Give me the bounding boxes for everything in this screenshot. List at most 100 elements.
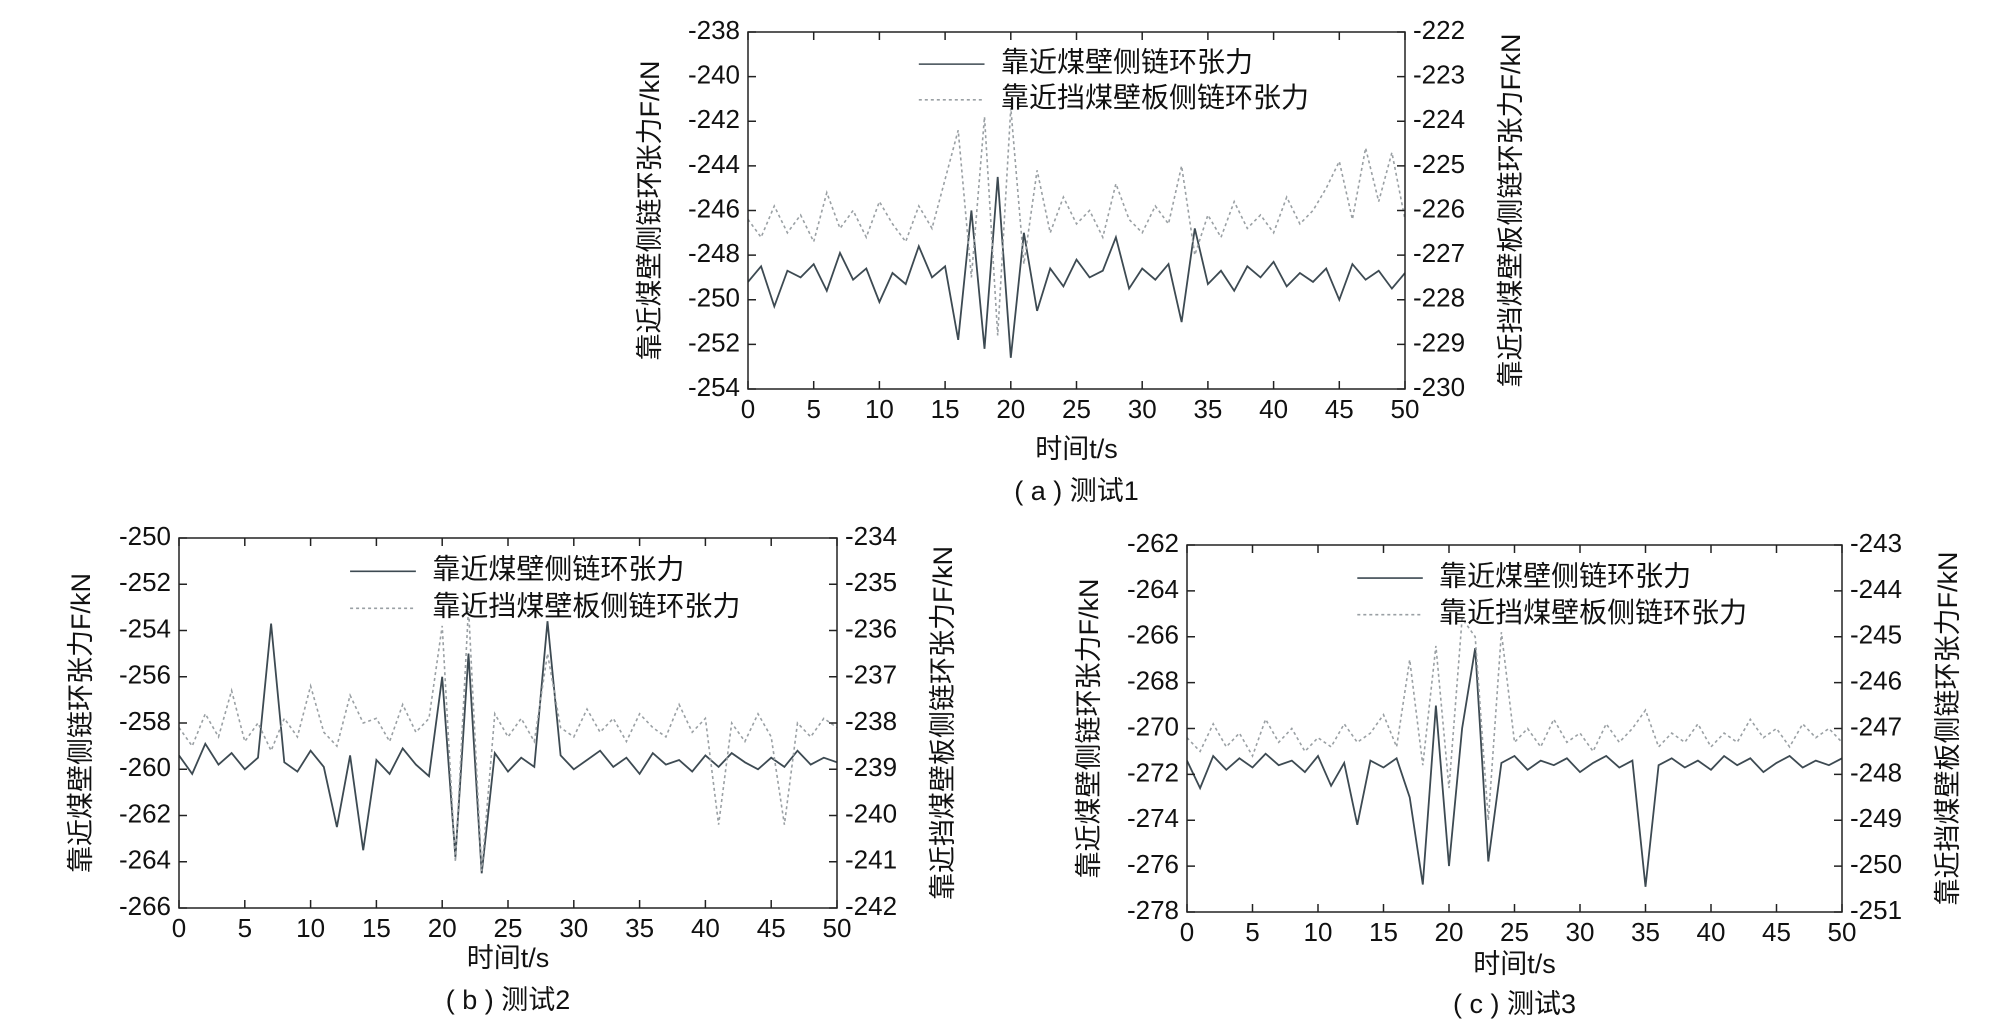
x-tick-label: 30 (559, 913, 588, 943)
y2-tick-label: -244 (1850, 574, 1902, 604)
y2-tick-label: -245 (1850, 620, 1902, 650)
x-tick-label: 0 (172, 913, 186, 943)
y-tick-label: -268 (1127, 666, 1179, 696)
x-tick-label: 10 (1304, 917, 1333, 947)
y2-tick-label: -236 (845, 613, 897, 643)
x-tick-label: 35 (625, 913, 654, 943)
y-axis-label: 靠近煤壁侧链环张力F/kN (66, 573, 96, 873)
y2-tick-label: -248 (1850, 757, 1902, 787)
y2-tick-label: -230 (1413, 372, 1465, 402)
x-tick-label: 45 (757, 913, 786, 943)
legend-label: 靠近挡煤壁板侧链环张力 (432, 591, 740, 622)
y-tick-label: -256 (119, 660, 171, 690)
y-tick-label: -264 (119, 845, 171, 875)
x-tick-label: 40 (1697, 917, 1726, 947)
y2-axis-label: 靠近挡煤壁板侧链环张力F/kN (1496, 34, 1526, 388)
x-tick-label: 10 (296, 913, 325, 943)
y-tick-label: -254 (119, 613, 171, 643)
y2-tick-label: -223 (1413, 60, 1465, 90)
x-tick-label: 40 (691, 913, 720, 943)
y-tick-label: -278 (1127, 895, 1179, 925)
x-axis-label: 时间t/s (1035, 434, 1118, 464)
subplot: 0 5 10 15 20 25 30 35 40 45 50 -266 -264 -262 -260 -258… (66, 521, 958, 1015)
x-tick-label: 20 (996, 394, 1025, 424)
y2-tick-label: -238 (845, 706, 897, 736)
y-tick-label: -240 (688, 60, 740, 90)
x-tick-label: 5 (1245, 917, 1259, 947)
caption: ( b ) 测试2 (446, 985, 571, 1015)
x-tick-label: 30 (1128, 394, 1157, 424)
y2-tick-label: -229 (1413, 327, 1465, 357)
caption: ( c ) 测试3 (1453, 989, 1576, 1019)
y2-tick-label: -234 (845, 521, 897, 551)
x-tick-label: 30 (1566, 917, 1595, 947)
y2-tick-label: -251 (1850, 895, 1902, 925)
y-tick-label: -274 (1127, 803, 1179, 833)
x-tick-label: 50 (823, 913, 852, 943)
y-tick-label: -266 (1127, 620, 1179, 650)
x-axis-label: 时间t/s (467, 943, 550, 973)
y-axis-label: 靠近煤壁侧链环张力F/kN (1074, 579, 1104, 879)
y-tick-label: -254 (688, 372, 740, 402)
series-line (179, 621, 837, 874)
y-tick-label: -250 (688, 283, 740, 313)
y-tick-label: -238 (688, 15, 740, 45)
x-tick-label: 25 (494, 913, 523, 943)
x-tick-label: 15 (931, 394, 960, 424)
y2-tick-label: -227 (1413, 238, 1465, 268)
caption: ( a ) 测试1 (1014, 476, 1139, 506)
y2-tick-label: -242 (845, 891, 897, 921)
y-tick-label: -244 (688, 149, 740, 179)
x-tick-label: 0 (741, 394, 755, 424)
y-tick-label: -250 (119, 521, 171, 551)
y2-tick-label: -249 (1850, 803, 1902, 833)
x-tick-label: 20 (1435, 917, 1464, 947)
series-line (1187, 648, 1842, 887)
y-tick-label: -266 (119, 891, 171, 921)
y-tick-label: -252 (119, 567, 171, 597)
y-tick-label: -264 (1127, 574, 1179, 604)
series-line (748, 176, 1405, 358)
y2-tick-label: -239 (845, 752, 897, 782)
x-tick-label: 15 (362, 913, 391, 943)
y2-tick-label: -247 (1850, 711, 1902, 741)
legend-label: 靠近煤壁侧链环张力 (1001, 47, 1253, 78)
y-tick-label: -246 (688, 193, 740, 223)
subplot: 0 5 10 15 20 25 30 35 40 45 50 -278 -276 -274 -272 -270… (1074, 528, 1963, 1019)
y2-tick-label: -235 (845, 567, 897, 597)
legend-label: 靠近煤壁侧链环张力 (1439, 560, 1691, 591)
x-tick-label: 45 (1762, 917, 1791, 947)
subplot: 0 5 10 15 20 25 30 35 40 45 50 -254 -252 -250 -248 -246… (635, 15, 1526, 506)
y-tick-label: -258 (119, 706, 171, 736)
y2-tick-label: -224 (1413, 104, 1465, 134)
x-tick-label: 25 (1500, 917, 1529, 947)
legend-label: 靠近挡煤壁板侧链环张力 (1001, 82, 1309, 113)
x-tick-label: 0 (1180, 917, 1194, 947)
y-tick-label: -270 (1127, 711, 1179, 741)
series-line (1187, 616, 1842, 821)
x-tick-label: 35 (1631, 917, 1660, 947)
y2-tick-label: -226 (1413, 193, 1465, 223)
y2-tick-label: -243 (1850, 528, 1902, 558)
y-tick-label: -262 (1127, 528, 1179, 558)
x-tick-label: 35 (1193, 394, 1222, 424)
y2-tick-label: -250 (1850, 849, 1902, 879)
x-tick-label: 50 (1828, 917, 1857, 947)
x-tick-label: 10 (865, 394, 894, 424)
y2-tick-label: -225 (1413, 149, 1465, 179)
y2-axis-label: 靠近挡煤壁板侧链环张力F/kN (928, 546, 958, 900)
y2-axis-label: 靠近挡煤壁板侧链环张力F/kN (1933, 552, 1963, 906)
y2-tick-label: -240 (845, 798, 897, 828)
x-tick-label: 45 (1325, 394, 1354, 424)
x-tick-label: 5 (806, 394, 820, 424)
y-axis-label: 靠近煤壁侧链环张力F/kN (635, 61, 665, 361)
x-tick-label: 20 (428, 913, 457, 943)
y2-tick-label: -228 (1413, 283, 1465, 313)
series-line (179, 607, 837, 872)
y2-tick-label: -237 (845, 660, 897, 690)
y-tick-label: -252 (688, 327, 740, 357)
legend-label: 靠近挡煤壁板侧链环张力 (1439, 597, 1747, 628)
y2-tick-label: -241 (845, 845, 897, 875)
x-tick-label: 50 (1391, 394, 1420, 424)
